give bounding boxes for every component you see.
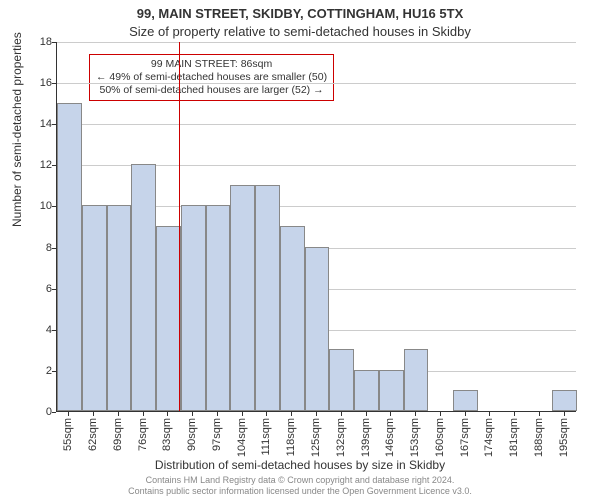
x-tick-mark	[465, 412, 466, 416]
histogram-bar	[181, 205, 206, 411]
histogram-bar	[552, 390, 577, 411]
x-tick-label: 97sqm	[211, 418, 223, 451]
x-tick-mark	[514, 412, 515, 416]
x-tick-label: 62sqm	[87, 418, 99, 451]
y-tick-mark	[52, 371, 56, 372]
x-tick-mark	[390, 412, 391, 416]
histogram-bar	[280, 226, 305, 411]
x-tick-mark	[291, 412, 292, 416]
x-tick-label: 90sqm	[186, 418, 198, 451]
footer-line2: Contains public sector information licen…	[0, 486, 600, 497]
gridline	[57, 42, 576, 43]
x-tick-mark	[341, 412, 342, 416]
y-tick-label: 0	[36, 406, 52, 418]
x-tick-label: 104sqm	[236, 418, 248, 457]
x-tick-label: 132sqm	[335, 418, 347, 457]
y-tick-label: 12	[36, 159, 52, 171]
x-tick-label: 160sqm	[434, 418, 446, 457]
footer-line1: Contains HM Land Registry data © Crown c…	[0, 475, 600, 486]
y-tick-label: 6	[36, 283, 52, 295]
x-tick-label: 125sqm	[310, 418, 322, 457]
x-tick-mark	[366, 412, 367, 416]
histogram-bar	[107, 205, 132, 411]
chart-subtitle: Size of property relative to semi-detach…	[0, 24, 600, 39]
x-tick-label: 55sqm	[62, 418, 74, 451]
x-tick-label: 195sqm	[558, 418, 570, 457]
x-tick-mark	[217, 412, 218, 416]
y-axis-label: Number of semi-detached properties	[10, 32, 24, 227]
x-tick-label: 188sqm	[533, 418, 545, 457]
footer-attribution: Contains HM Land Registry data © Crown c…	[0, 475, 600, 497]
x-tick-label: 83sqm	[161, 418, 173, 451]
gridline	[57, 124, 576, 125]
x-tick-mark	[316, 412, 317, 416]
x-tick-label: 69sqm	[112, 418, 124, 451]
y-tick-mark	[52, 248, 56, 249]
y-tick-mark	[52, 124, 56, 125]
x-tick-label: 76sqm	[137, 418, 149, 451]
x-tick-mark	[440, 412, 441, 416]
histogram-bar	[156, 226, 181, 411]
y-tick-mark	[52, 206, 56, 207]
x-tick-label: 139sqm	[360, 418, 372, 457]
x-tick-mark	[242, 412, 243, 416]
x-tick-mark	[167, 412, 168, 416]
y-tick-label: 16	[36, 77, 52, 89]
x-tick-label: 181sqm	[508, 418, 520, 457]
marker-line	[179, 42, 180, 411]
histogram-bar	[131, 164, 156, 411]
histogram-bar	[379, 370, 404, 411]
x-tick-mark	[489, 412, 490, 416]
annotation-box: 99 MAIN STREET: 86sqm ← 49% of semi-deta…	[89, 54, 334, 101]
y-tick-mark	[52, 165, 56, 166]
x-tick-label: 167sqm	[459, 418, 471, 457]
y-tick-mark	[52, 330, 56, 331]
x-tick-label: 174sqm	[483, 418, 495, 457]
plot-area: 99 MAIN STREET: 86sqm ← 49% of semi-deta…	[56, 42, 576, 412]
y-tick-mark	[52, 42, 56, 43]
annotation-line3: 50% of semi-detached houses are larger (…	[96, 84, 327, 97]
y-tick-label: 18	[36, 36, 52, 48]
annotation-line1: 99 MAIN STREET: 86sqm	[96, 58, 327, 71]
x-tick-mark	[68, 412, 69, 416]
x-tick-label: 118sqm	[285, 418, 297, 456]
x-tick-mark	[93, 412, 94, 416]
x-tick-mark	[192, 412, 193, 416]
gridline	[57, 83, 576, 84]
y-tick-label: 10	[36, 200, 52, 212]
chart-title-address: 99, MAIN STREET, SKIDBY, COTTINGHAM, HU1…	[0, 6, 600, 21]
histogram-bar	[255, 185, 280, 411]
histogram-bar	[354, 370, 379, 411]
x-tick-label: 111sqm	[260, 418, 272, 456]
x-tick-mark	[564, 412, 565, 416]
y-tick-mark	[52, 83, 56, 84]
chart-container: 99, MAIN STREET, SKIDBY, COTTINGHAM, HU1…	[0, 0, 600, 500]
histogram-bar	[206, 205, 231, 411]
x-tick-mark	[415, 412, 416, 416]
y-tick-label: 2	[36, 365, 52, 377]
x-tick-label: 146sqm	[384, 418, 396, 457]
histogram-bar	[305, 247, 330, 411]
x-tick-mark	[143, 412, 144, 416]
histogram-bar	[82, 205, 107, 411]
x-tick-mark	[539, 412, 540, 416]
x-axis-label: Distribution of semi-detached houses by …	[0, 458, 600, 472]
histogram-bar	[329, 349, 354, 411]
histogram-bar	[57, 103, 82, 411]
histogram-bar	[230, 185, 255, 411]
y-tick-mark	[52, 412, 56, 413]
x-tick-mark	[118, 412, 119, 416]
y-tick-mark	[52, 289, 56, 290]
y-tick-label: 4	[36, 324, 52, 336]
y-tick-label: 14	[36, 118, 52, 130]
x-tick-mark	[266, 412, 267, 416]
histogram-bar	[404, 349, 429, 411]
x-tick-label: 153sqm	[409, 418, 421, 457]
y-tick-label: 8	[36, 242, 52, 254]
histogram-bar	[453, 390, 478, 411]
